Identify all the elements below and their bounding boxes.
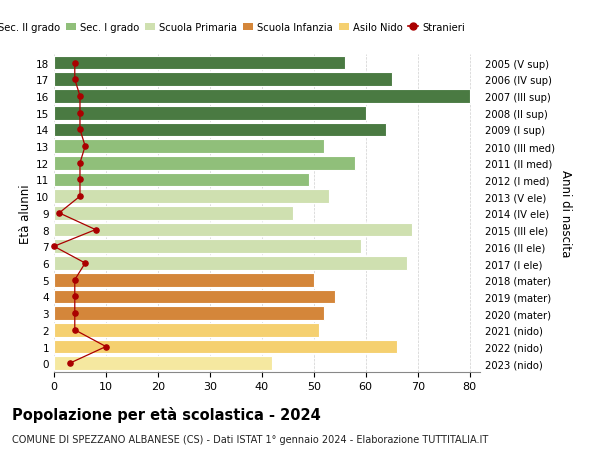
Point <box>75 126 85 134</box>
Bar <box>54 240 361 254</box>
Point <box>80 143 90 151</box>
Bar <box>54 123 386 137</box>
Point <box>101 343 111 351</box>
Point <box>70 76 80 84</box>
Point <box>70 326 80 334</box>
Bar <box>54 223 412 237</box>
Y-axis label: Anni di nascita: Anni di nascita <box>559 170 572 257</box>
Point <box>70 60 80 67</box>
Text: Popolazione per età scolastica - 2024: Popolazione per età scolastica - 2024 <box>12 406 321 422</box>
Point <box>55 210 64 217</box>
Point <box>91 226 100 234</box>
Bar <box>54 290 335 303</box>
Bar <box>54 307 324 320</box>
Point <box>70 310 80 317</box>
Bar <box>54 207 293 220</box>
Bar <box>54 106 366 120</box>
Point <box>49 243 59 251</box>
Point <box>75 193 85 201</box>
Point <box>65 360 74 367</box>
Point <box>75 160 85 167</box>
Bar <box>54 73 392 87</box>
Point <box>70 276 80 284</box>
Bar <box>54 357 272 370</box>
Legend: Sec. II grado, Sec. I grado, Scuola Primaria, Scuola Infanzia, Asilo Nido, Stran: Sec. II grado, Sec. I grado, Scuola Prim… <box>0 19 469 37</box>
Point <box>75 110 85 117</box>
Bar <box>54 273 314 287</box>
Bar <box>54 340 397 353</box>
Point <box>80 260 90 267</box>
Bar <box>54 257 407 270</box>
Bar <box>54 140 324 154</box>
Bar <box>54 157 355 170</box>
Point <box>75 176 85 184</box>
Bar <box>54 190 329 204</box>
Y-axis label: Età alunni: Età alunni <box>19 184 32 243</box>
Bar <box>54 90 470 104</box>
Point <box>75 93 85 101</box>
Bar <box>54 323 319 337</box>
Bar <box>54 56 345 70</box>
Point <box>70 293 80 301</box>
Bar <box>54 173 308 187</box>
Text: COMUNE DI SPEZZANO ALBANESE (CS) - Dati ISTAT 1° gennaio 2024 - Elaborazione TUT: COMUNE DI SPEZZANO ALBANESE (CS) - Dati … <box>12 434 488 444</box>
